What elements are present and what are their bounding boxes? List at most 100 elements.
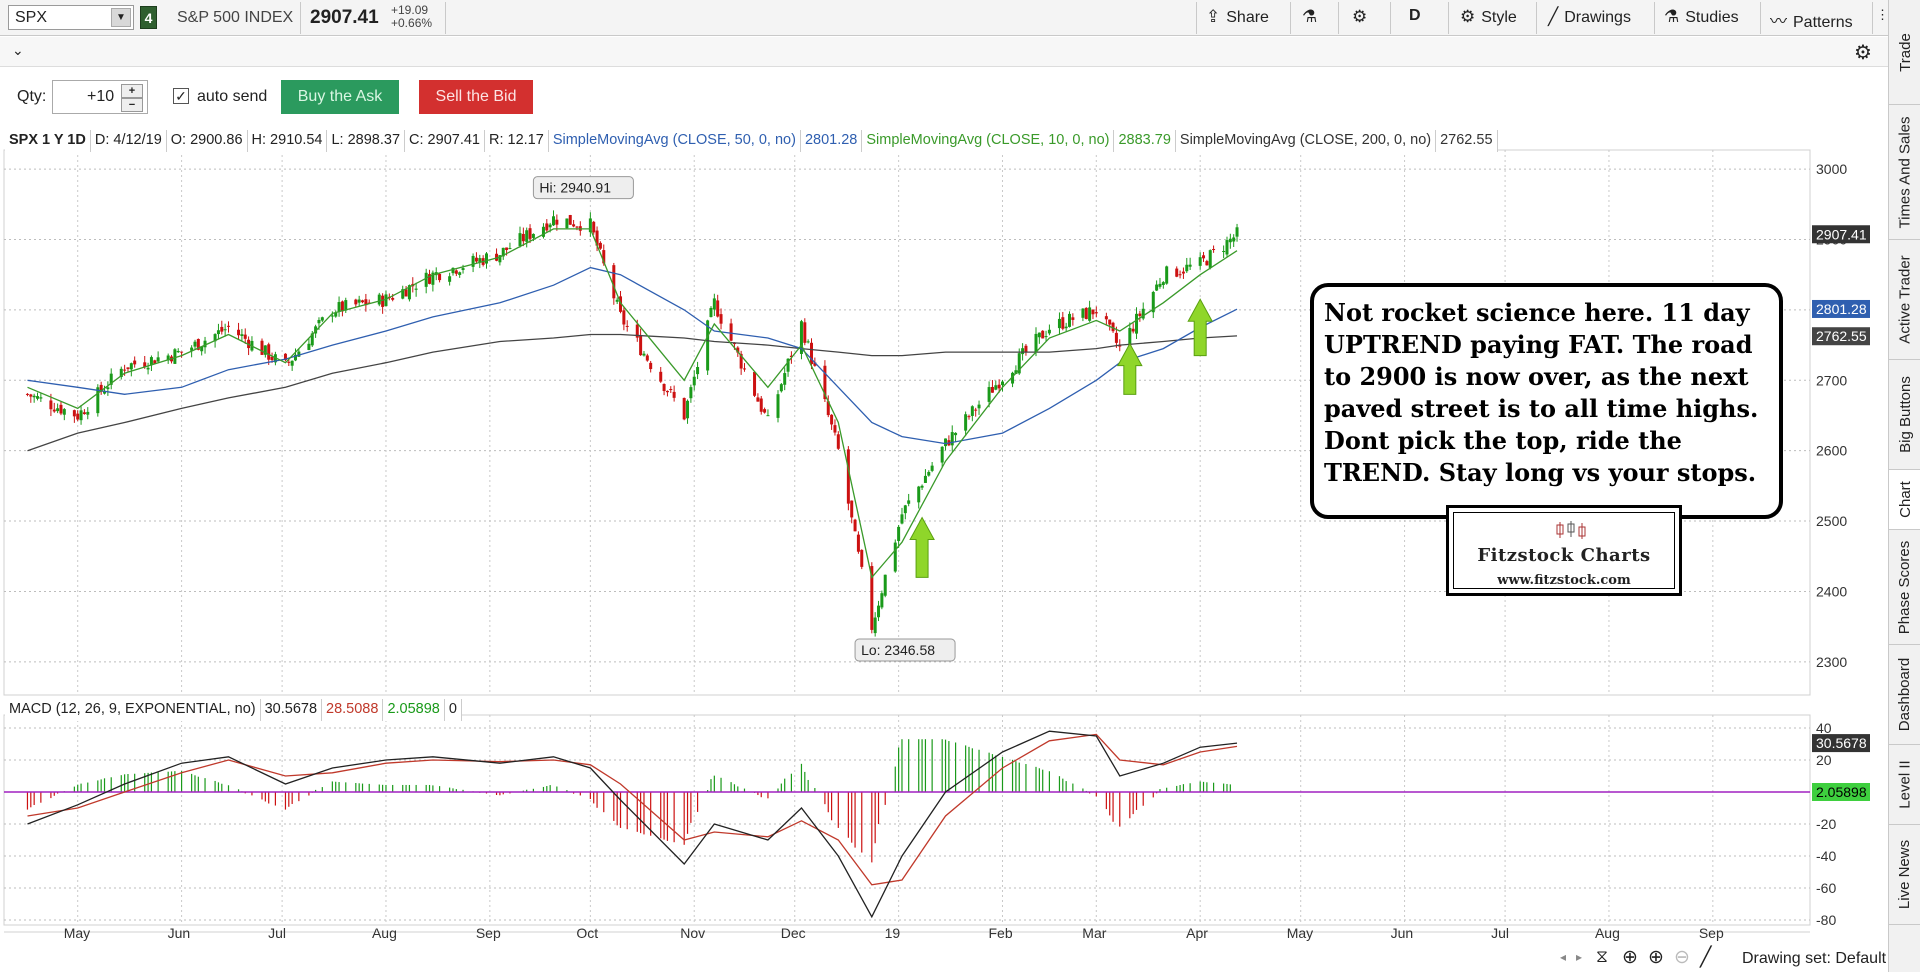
patterns-button[interactable]: 〰 Patterns xyxy=(1770,7,1853,32)
candle-body xyxy=(25,393,29,395)
tab-dashboard[interactable]: Dashboard xyxy=(1889,645,1920,745)
instrument-name: S&P 500 INDEX xyxy=(177,9,294,26)
candle-body xyxy=(126,367,130,369)
candle-body xyxy=(853,519,857,532)
macd-legend-label[interactable]: MACD (12, 26, 9, EXPONENTIAL, no) xyxy=(5,699,261,721)
tab-chart[interactable]: Chart xyxy=(1889,470,1920,530)
buy-ask-button[interactable]: Buy the Ask xyxy=(281,80,399,114)
zoom-out-icon[interactable]: ⊖ xyxy=(1674,947,1690,968)
legend-sma200-label[interactable]: SimpleMovingAvg (CLOSE, 200, 0, no) xyxy=(1175,130,1437,152)
candle-body xyxy=(307,343,311,350)
candle-body xyxy=(153,360,157,364)
auto-send-checkbox[interactable]: ✓ xyxy=(173,88,189,104)
up-arrow-shape xyxy=(1187,298,1214,357)
candle-body xyxy=(1235,227,1239,237)
candle-body xyxy=(870,566,874,630)
draw-line-icon[interactable]: ╱ xyxy=(1700,947,1712,968)
candle-body xyxy=(310,333,314,346)
style-button[interactable]: ⚙ Style xyxy=(1460,7,1517,26)
timeline-icon[interactable]: ⧖ xyxy=(1596,947,1608,966)
candle-body xyxy=(877,605,881,618)
candle-body xyxy=(180,351,184,353)
sma200-badge-text: 2762.55 xyxy=(1816,328,1867,344)
candle-body xyxy=(930,465,934,471)
sma50-line xyxy=(27,266,1238,445)
candle-body xyxy=(565,218,569,229)
up-arrow-shape xyxy=(1116,342,1143,395)
legend-low: L: 2898.37 xyxy=(327,130,406,152)
aggregation-button[interactable]: D xyxy=(1409,7,1421,24)
legend-sma10-label[interactable]: SimpleMovingAvg (CLOSE, 10, 0, no) xyxy=(862,130,1115,152)
sell-bid-button[interactable]: Sell the Bid xyxy=(419,80,533,114)
right-side-tabs: Trade Times And Sales Active Trader Big … xyxy=(1888,0,1920,972)
scroll-left-icon[interactable]: ◂ xyxy=(1560,950,1567,964)
collapse-chevron-icon[interactable]: ⌄ xyxy=(12,42,24,58)
tab-trade[interactable]: Trade xyxy=(1889,0,1920,105)
candle-body xyxy=(119,368,123,378)
bottom-status-bar: ◂ ▸ ⧖ ⊕ ⊕ ⊖ ╱ Drawing set: Default xyxy=(1560,946,1888,972)
chart-settings-gear-icon[interactable]: ⚙ xyxy=(1854,42,1872,64)
candle-body xyxy=(1175,268,1179,277)
time-tick-label: Mar xyxy=(1082,925,1106,941)
crosshair-icon[interactable]: ⊕ xyxy=(1622,947,1638,968)
candle-body xyxy=(987,387,991,402)
candle-body xyxy=(407,285,411,300)
candle-body xyxy=(1047,329,1051,334)
studies-button[interactable]: ⚗ Studies xyxy=(1664,7,1739,26)
candle-body xyxy=(143,362,147,368)
candle-body xyxy=(424,272,428,287)
price-legend: SPX 1 Y 1D D: 4/12/19 O: 2900.86 H: 2910… xyxy=(5,130,1498,152)
legend-sma50-label[interactable]: SimpleMovingAvg (CLOSE, 50, 0, no) xyxy=(548,130,801,152)
candle-body xyxy=(1208,250,1212,268)
candle-body xyxy=(1108,319,1112,325)
candle-body xyxy=(82,412,86,415)
candle-body xyxy=(964,414,968,431)
tab-phase-scores[interactable]: Phase Scores xyxy=(1889,530,1920,645)
symbol-input[interactable]: SPX ▼ xyxy=(8,5,134,30)
candle-body xyxy=(706,320,710,371)
candle-body xyxy=(129,363,133,370)
candle-body xyxy=(803,322,807,343)
candle-body xyxy=(612,265,616,299)
tab-level-ii[interactable]: Level II xyxy=(1889,745,1920,825)
menu-icon[interactable]: ⋮ xyxy=(1876,7,1889,22)
high-label: Hi: 2940.91 xyxy=(532,176,634,200)
sma200-badge-bg xyxy=(1812,327,1870,346)
candle-body xyxy=(505,247,509,251)
candle-body xyxy=(1225,240,1229,255)
tab-times-and-sales[interactable]: Times And Sales xyxy=(1889,105,1920,240)
candle-body xyxy=(454,270,458,274)
share-button[interactable]: ⇪ Share xyxy=(1206,7,1269,26)
tab-big-buttons[interactable]: Big Buttons xyxy=(1889,360,1920,470)
candle-body xyxy=(799,321,803,354)
scroll-right-icon[interactable]: ▸ xyxy=(1576,950,1583,964)
time-tick-label: Dec xyxy=(781,925,806,941)
qty-increment-icon[interactable]: + xyxy=(121,84,143,98)
tab-live-news[interactable]: Live News xyxy=(1889,825,1920,925)
drawing-set-label[interactable]: Drawing set: Default xyxy=(1742,950,1887,967)
gear-icon: ⚙ xyxy=(1352,7,1368,26)
candle-body xyxy=(672,391,676,398)
candle-body xyxy=(588,218,592,233)
flask-button[interactable]: ⚗ xyxy=(1302,7,1323,27)
candle-body xyxy=(689,387,693,399)
candle-body xyxy=(484,253,488,264)
candle-body xyxy=(99,384,103,392)
tab-active-trader[interactable]: Active Trader xyxy=(1889,240,1920,360)
time-tick-label: Aug xyxy=(1595,925,1620,941)
style-icon: ⚙ xyxy=(1460,7,1476,26)
candle-body xyxy=(1064,326,1068,329)
low-label: Lo: 2346.58 xyxy=(854,638,956,662)
zoom-in-icon[interactable]: ⊕ xyxy=(1648,947,1664,968)
qty-input[interactable]: +10 + − xyxy=(52,80,148,114)
candle-body xyxy=(166,355,170,361)
order-bar: Qty: +10 + − ✓ auto send Buy the Ask Sel… xyxy=(0,68,1888,126)
candle-body xyxy=(552,216,556,226)
macd-diff-badge: 2.05898 xyxy=(1812,783,1870,801)
link-group-badge[interactable]: 4 xyxy=(140,6,157,29)
low-label-text: Lo: 2346.58 xyxy=(861,642,935,658)
settings-button[interactable]: ⚙ xyxy=(1352,7,1373,27)
drawings-button[interactable]: ╱ Drawings xyxy=(1548,7,1631,26)
symbol-dropdown-icon[interactable]: ▼ xyxy=(111,8,131,27)
qty-decrement-icon[interactable]: − xyxy=(121,98,143,112)
